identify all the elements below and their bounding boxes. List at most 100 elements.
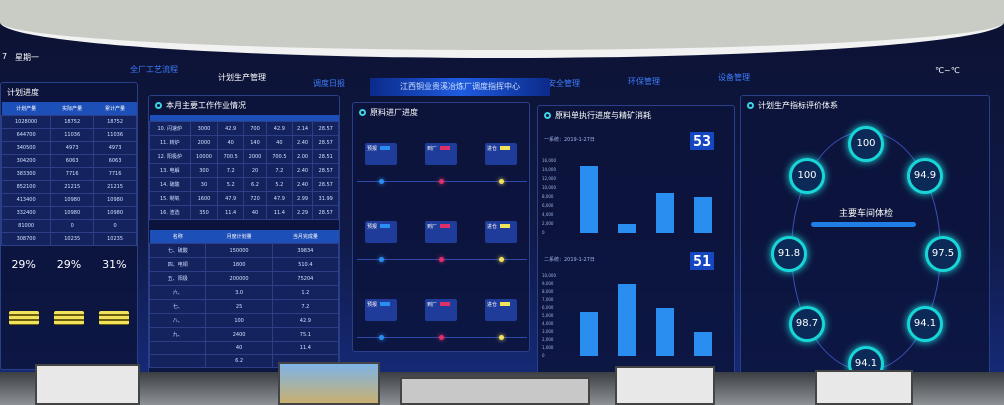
table-cell: 40: [266, 135, 293, 150]
top-nav: 7 星期一 全厂工艺流程 计划生产管理 调度日报 安全管理 环保管理 设备管理 …: [0, 40, 1004, 88]
table-cell: 4973: [50, 141, 95, 155]
center-label: 主要车间体检: [838, 209, 893, 219]
card-label: 预报: [367, 302, 378, 308]
percent-value: 31%: [102, 258, 127, 271]
table-row: 10. 闪速炉 3000 42.9 700 42.9 2.14 28.57: [149, 121, 339, 136]
card-label: 预报: [367, 146, 378, 152]
bullet-icon: [359, 109, 366, 116]
table-row: 16. 渣选 350 11.4 40 11.4 2.29 28.57: [149, 205, 339, 220]
timeline-dot: [379, 335, 384, 340]
column-header: [243, 115, 267, 122]
bar: [694, 197, 712, 233]
ceiling: [0, 0, 1004, 58]
y-tick-label: 5,000: [542, 313, 554, 318]
y-tick-label: 1,000: [542, 345, 554, 350]
status-card: 进仓: [485, 299, 517, 321]
desk-monitor: [815, 370, 913, 405]
table-cell: 332400: [0, 206, 52, 220]
system1-label: 一系统：2019-1-27日: [544, 137, 595, 143]
timeline-dot: [379, 257, 384, 262]
card-tag: [380, 224, 391, 228]
table-cell: 11036: [93, 128, 137, 142]
desk-monitor: [615, 366, 715, 405]
table-cell: 6063: [50, 154, 95, 168]
column-header: 实际产量: [50, 102, 94, 116]
level-bar: [8, 311, 39, 325]
table-cell: 30: [189, 177, 219, 192]
nav-item[interactable]: 计划生产管理: [218, 73, 266, 82]
plan-table: 计划产量 实际产量 累计产量 1028000 18752 18752 644700 11036…: [0, 102, 137, 246]
nav-item[interactable]: 环保管理: [628, 77, 660, 86]
table-cell: 2.40: [291, 177, 314, 192]
desk-monitor: [35, 364, 140, 405]
nav-item[interactable]: 调度日报: [313, 79, 345, 88]
score-node: 91.8: [771, 236, 807, 272]
table-cell: 40: [217, 135, 244, 150]
table-cell: 10235: [93, 232, 137, 246]
status-card: 到厂: [425, 143, 457, 165]
table-cell: 308700: [0, 232, 52, 246]
table-cell: 700.5: [266, 149, 293, 164]
score-node: 94.9: [907, 158, 943, 194]
table-cell: 7716: [50, 167, 95, 181]
table-cell: 340500: [0, 141, 52, 155]
chart-panel: 原料单执行进度与精矿消耗 一系统：2019-1-27日 53 二系统：2019-…: [537, 105, 735, 375]
center-bar: [811, 222, 916, 227]
column-header: [312, 115, 339, 122]
column-header: [266, 115, 293, 122]
table-cell: 2.00: [291, 149, 314, 164]
status-card: 预报: [365, 299, 397, 321]
table-cell: 2.40: [291, 163, 314, 178]
work-panel: 本月主要工作作业情况 10. 闪速炉 3000 42.9 700 42.9 2.14 28.…: [148, 95, 340, 380]
table-cell: 五、阳极: [148, 271, 207, 286]
table-cell: 18752: [50, 115, 95, 129]
table-cell: 18752: [93, 115, 137, 129]
card-tag: [380, 146, 391, 150]
table-row: 14. 硫酸 30 5.2 6.2 5.2 2.40 28.57: [149, 177, 339, 192]
table-cell: 644700: [0, 128, 52, 142]
percent-value: 29%: [56, 258, 82, 271]
table-cell: 12. 阳极炉: [149, 149, 191, 164]
table-cell: 300: [189, 163, 219, 178]
table-cell: 700: [242, 121, 268, 136]
table-cell: 75204: [271, 271, 340, 286]
table-row: 13. 电解 300 7.2 20 7.2 2.40 28.57: [149, 163, 339, 178]
table-cell: 7.2: [266, 163, 293, 178]
y-tick-label: 9,000: [542, 281, 554, 286]
level-bar: [99, 311, 130, 325]
score-node: 97.5: [925, 236, 961, 272]
table-cell: 21215: [93, 180, 137, 194]
status-card: 预报: [365, 143, 397, 165]
table-row: 413400 10980 10980: [0, 193, 137, 207]
status-card: 进仓: [485, 221, 517, 243]
timeline-dot: [499, 335, 504, 340]
card-label: 预报: [367, 224, 378, 230]
y-tick-label: 6,000: [542, 305, 554, 310]
timeline-dot: [439, 335, 444, 340]
digit-display-2: 51: [690, 252, 715, 270]
table-cell: 42.9: [271, 313, 340, 328]
table-cell: 40: [242, 205, 268, 220]
column-header: 名称: [149, 230, 206, 244]
status-card: 到厂: [425, 221, 457, 243]
table-cell: 九、: [148, 327, 207, 342]
table-cell: 7.2: [271, 299, 340, 314]
table-cell: 六、: [148, 285, 207, 300]
timeline-dot: [379, 179, 384, 184]
table-row: 81000 0 0: [0, 219, 137, 233]
status-card: 到厂: [425, 299, 457, 321]
card-tag: [440, 146, 451, 150]
bar: [580, 165, 598, 233]
card-label: 进仓: [487, 224, 498, 230]
table-row: 40 11.4: [148, 341, 340, 355]
table-cell: 1028000: [0, 115, 52, 129]
nav-item[interactable]: 设备管理: [718, 73, 750, 82]
table-cell: 852100: [0, 180, 52, 194]
nav-item[interactable]: 安全管理: [548, 79, 580, 88]
percent-row: 29% 29% 31%: [1, 258, 137, 271]
nav-item[interactable]: 全厂工艺流程: [130, 65, 178, 74]
table-cell: 3000: [189, 121, 219, 136]
y-tick-label: 16,000: [542, 158, 556, 163]
table-cell: 7716: [93, 167, 137, 181]
table-cell: 1800: [205, 257, 273, 272]
